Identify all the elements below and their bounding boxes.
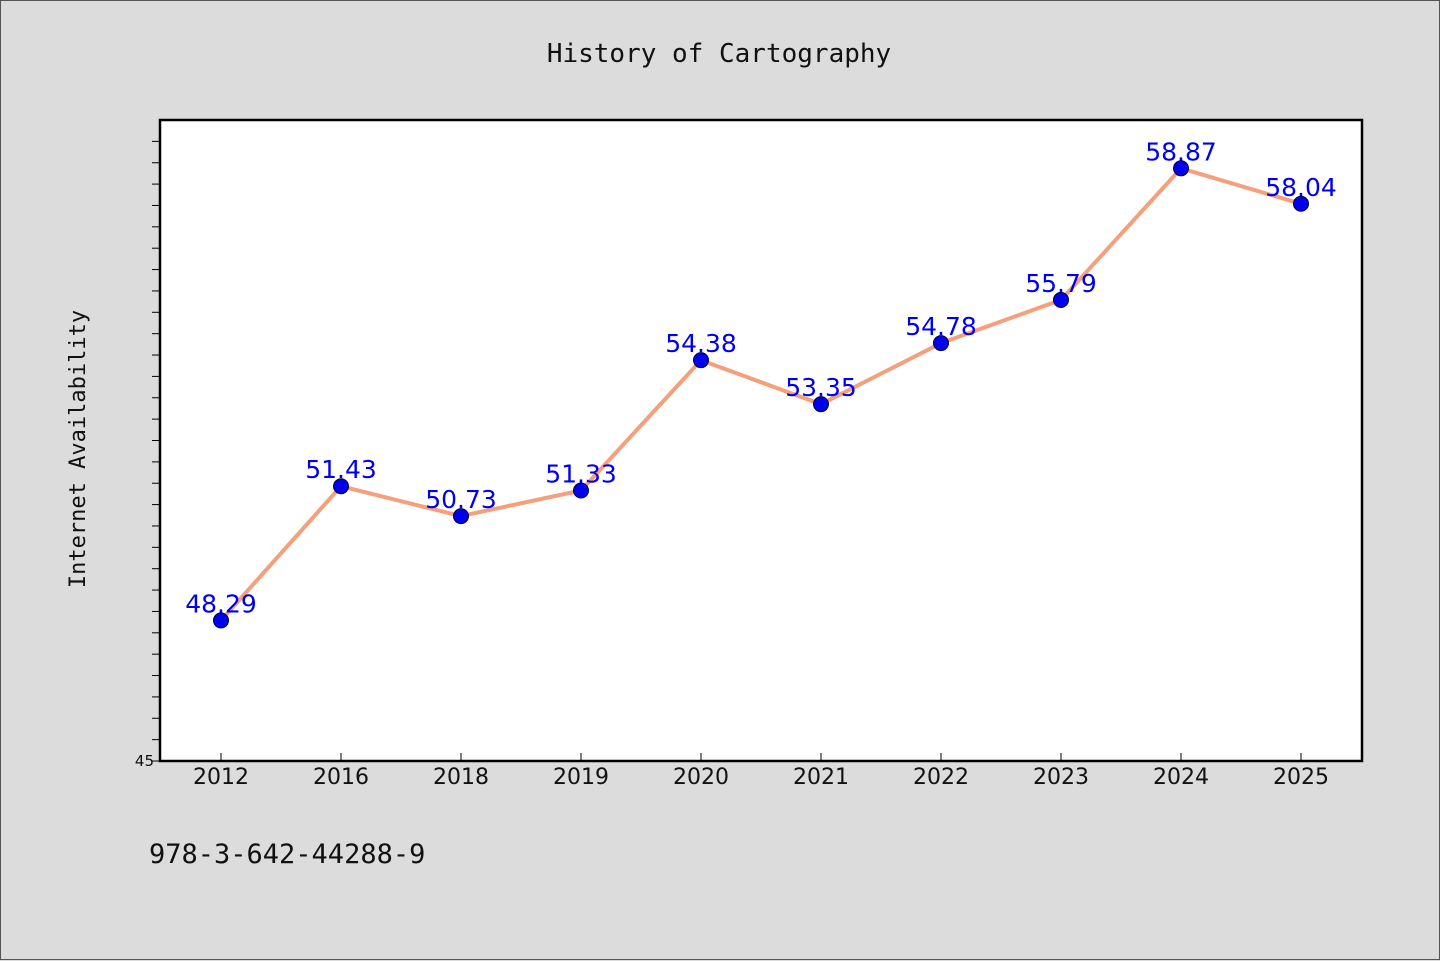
data-label: 54.38 [665, 329, 737, 358]
data-label: 54.78 [905, 312, 977, 341]
data-point [573, 482, 589, 499]
x-tick-label: 2016 [313, 765, 369, 790]
data-label: 51.33 [545, 459, 617, 488]
x-tick-label: 2018 [433, 765, 489, 790]
series-line [219, 166, 1302, 622]
data-label: 53.35 [785, 373, 857, 402]
series-markers [213, 160, 1309, 629]
data-point [813, 396, 829, 413]
y-tick-label: 45 [135, 752, 154, 770]
data-label: 55.79 [1025, 269, 1097, 298]
data-point [333, 478, 349, 495]
data-label: 58.87 [1145, 137, 1217, 166]
x-tick-label: 2023 [1033, 765, 1089, 790]
x-tick-label: 2020 [673, 765, 729, 790]
footer-isbn: 978-3-642-44288-9 [149, 839, 425, 870]
data-point [1293, 195, 1309, 212]
x-tick-label: 2019 [553, 765, 609, 790]
y-axis-ticks: 45 [135, 140, 160, 770]
data-point [213, 612, 229, 629]
x-tick-label: 2022 [913, 765, 969, 790]
chart-title: History of Cartography [547, 39, 891, 69]
x-tick-label: 2021 [793, 765, 849, 790]
data-point [453, 508, 469, 525]
data-label: 48.29 [185, 589, 257, 618]
data-point [693, 352, 709, 369]
data-label: 51.43 [305, 455, 377, 484]
data-label: 50.73 [425, 485, 497, 514]
y-axis-label: Internet Availability [66, 310, 91, 588]
data-point [1173, 160, 1189, 177]
x-tick-label: 2012 [193, 765, 249, 790]
x-tick-label: 2024 [1153, 765, 1209, 790]
data-point [933, 335, 949, 352]
data-labels: 48.29 51.43 50.73 51.33 54.38 53.35 54.78 55.79… [185, 137, 1337, 618]
plot-area [158, 118, 1364, 763]
data-point [1053, 291, 1069, 308]
data-label: 58.04 [1265, 173, 1337, 202]
x-tick-label: 2025 [1273, 765, 1329, 790]
x-axis-ticks: 2012 2016 2018 2019 2020 2021 2022 2023 2024 2025 [193, 753, 1329, 790]
